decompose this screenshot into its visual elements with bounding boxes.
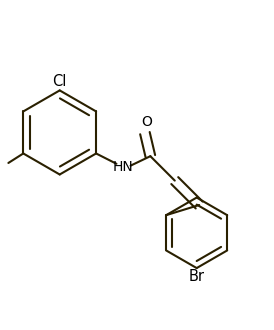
Text: O: O [141, 115, 152, 129]
Text: HN: HN [113, 160, 134, 174]
Text: Br: Br [189, 269, 205, 284]
Text: Cl: Cl [53, 74, 67, 89]
